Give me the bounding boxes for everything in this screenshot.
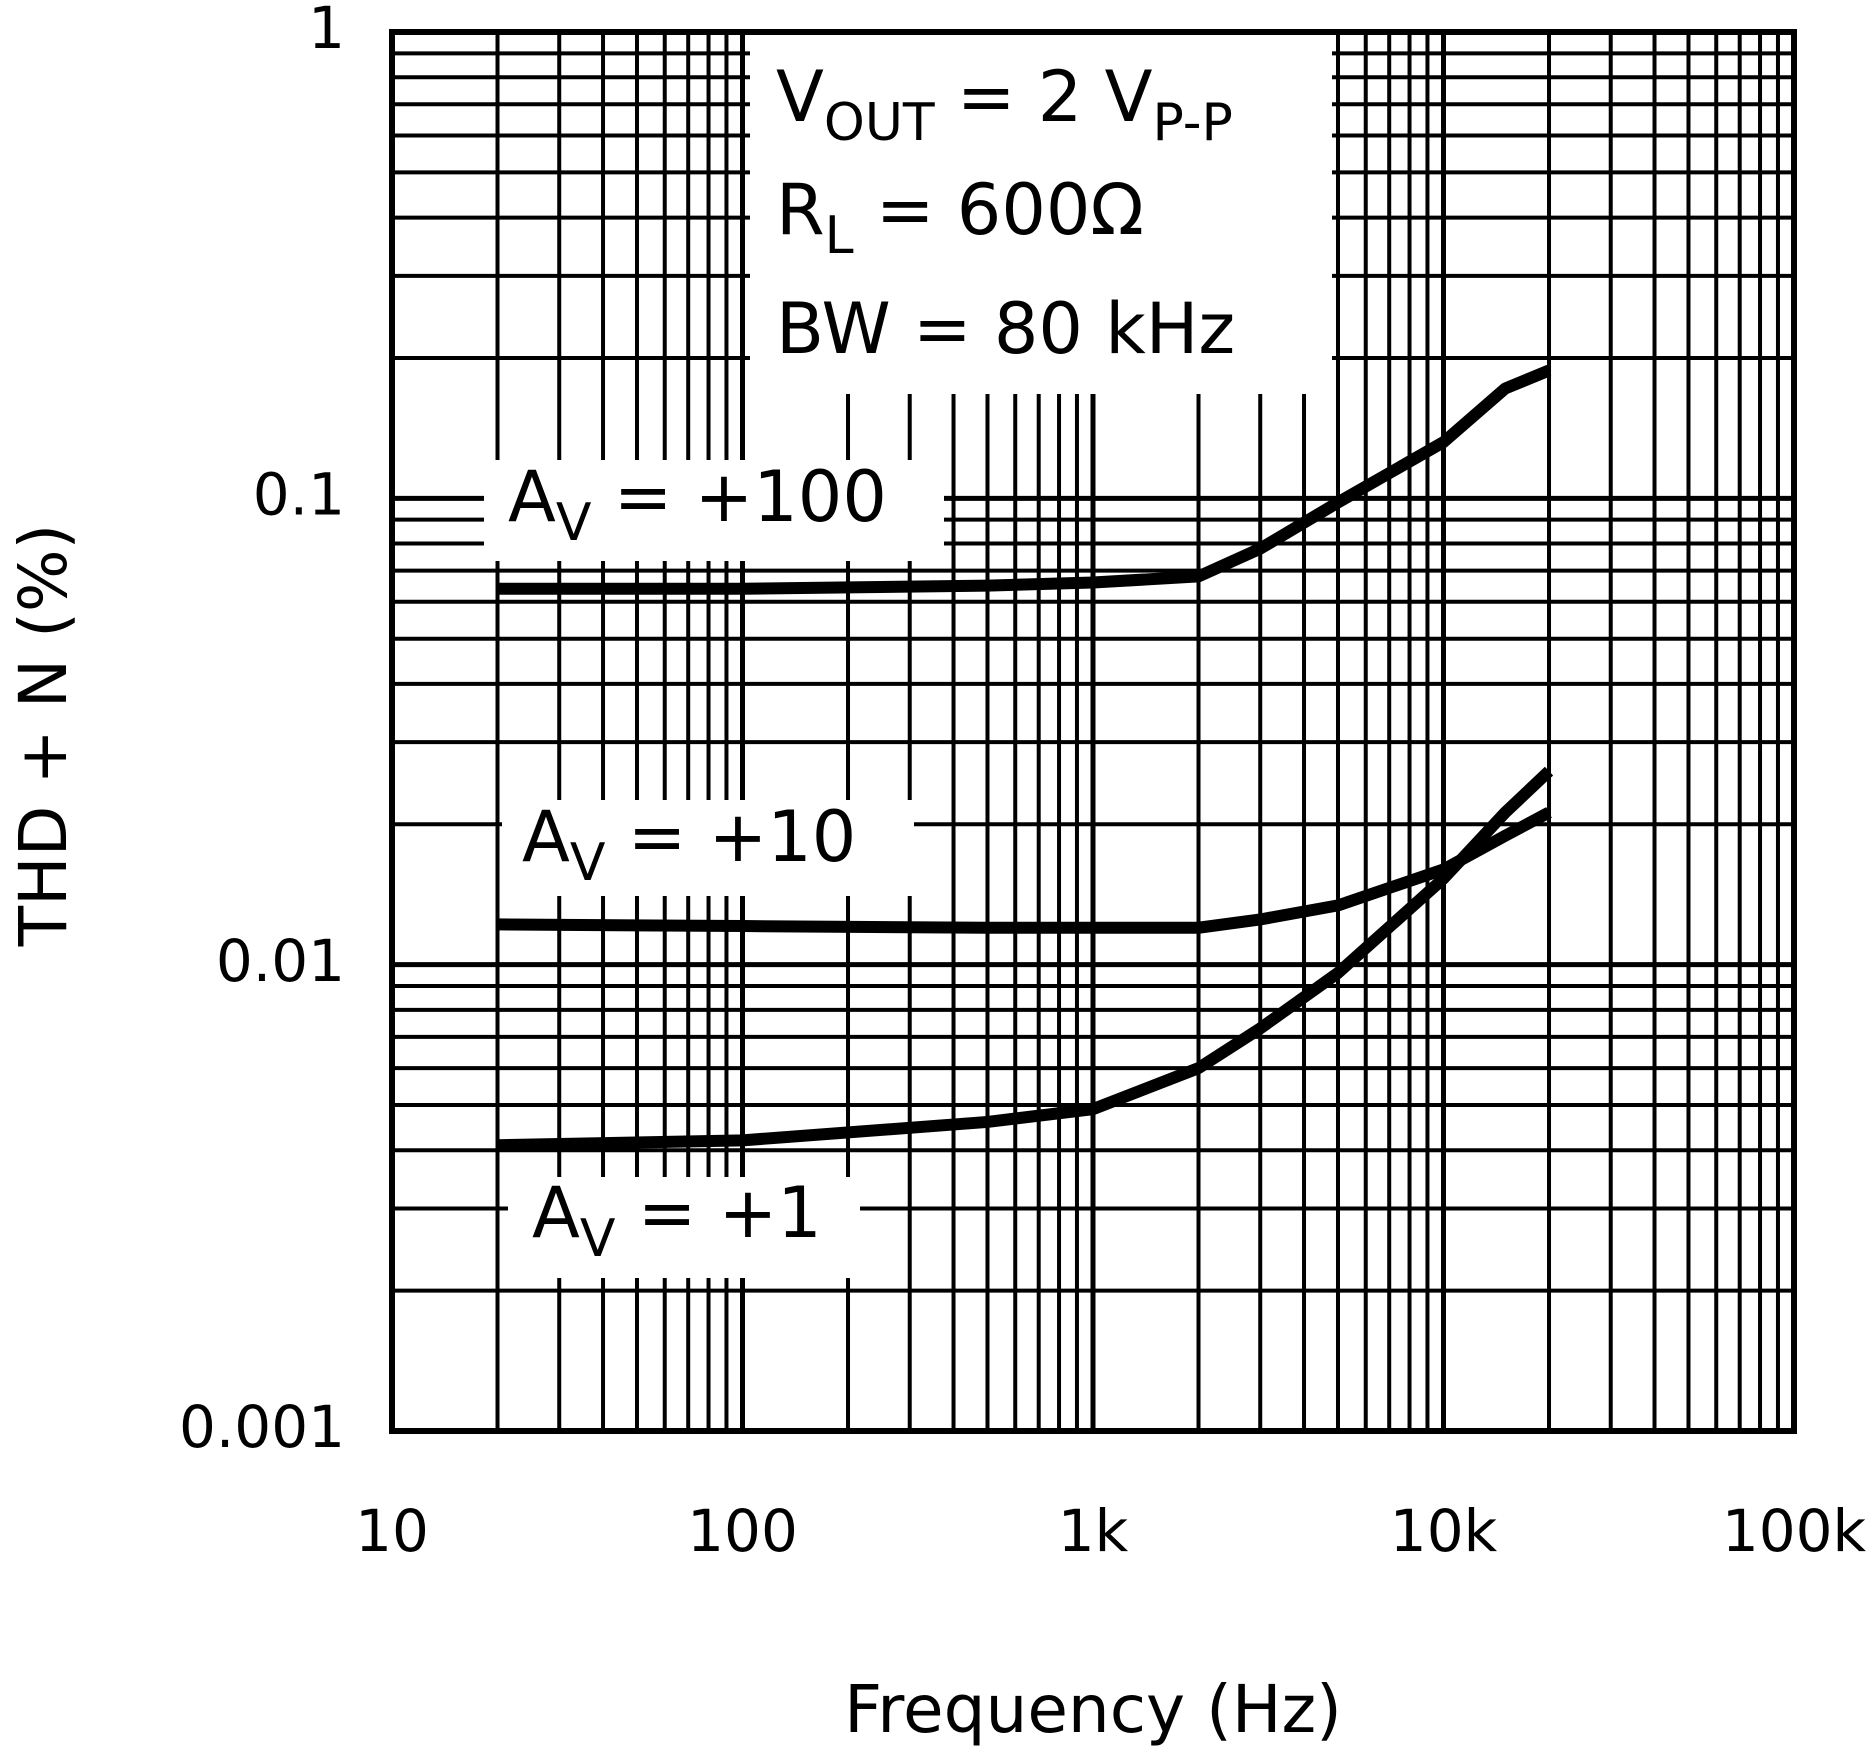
y-tick-label: 0.1 [253, 460, 345, 528]
plot-frame [389, 29, 1797, 1434]
data-line [497, 364, 1552, 595]
y-tick-label: 0.01 [216, 927, 345, 995]
subscript: V [570, 833, 606, 893]
x-axis-title: Frequency (Hz) [844, 1671, 1342, 1748]
y-axis-title: THD + N (%) [5, 524, 82, 948]
annotation-text: = +1 [615, 1172, 821, 1254]
x-tick-label: 100 [687, 1497, 798, 1565]
subscript: V [580, 1209, 616, 1269]
annotation-text: = +10 [605, 796, 856, 878]
annotation-text: A [508, 456, 556, 538]
subscript: OUT [824, 93, 935, 153]
annotation-text: = 2 V [935, 56, 1153, 138]
x-tick-label: 10k [1390, 1497, 1498, 1565]
x-tick-label: 10 [355, 1497, 429, 1565]
annotation: VOUT = 2 VP-P [776, 56, 1233, 153]
annotation-text: A [522, 796, 570, 878]
annotation: AV = +100 [508, 456, 887, 553]
label-box [508, 1177, 860, 1278]
label-box [484, 460, 944, 561]
annotation-text: = 600Ω [854, 169, 1144, 251]
subscript: L [825, 206, 854, 266]
annotation-text: BW = 80 kHz [776, 288, 1235, 370]
annotation: RL = 600Ω [776, 169, 1144, 266]
x-tick-label: 1k [1058, 1497, 1129, 1565]
y-tick-label: 0.001 [179, 1393, 345, 1461]
x-tick-label: 100k [1722, 1497, 1867, 1565]
annotation-text: V [776, 56, 824, 138]
annotation-text: R [776, 169, 825, 251]
annotation: BW = 80 kHz [776, 288, 1235, 370]
annotation-text: A [532, 1172, 580, 1254]
annotation: AV = +1 [532, 1172, 822, 1269]
subscript: V [556, 493, 592, 553]
label-box [502, 800, 914, 896]
annotation-box [750, 34, 1332, 394]
y-tick-label: 1 [308, 0, 345, 62]
annotation: AV = +10 [522, 796, 856, 893]
data-line [497, 766, 1554, 1152]
annotation-text: = +100 [591, 456, 886, 538]
subscript: P-P [1152, 93, 1232, 153]
